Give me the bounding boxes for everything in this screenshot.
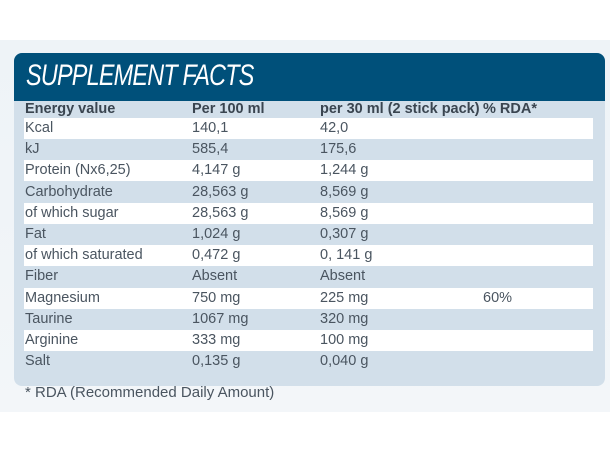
header-row: Energy value Per 100 ml per 30 ml (2 sti… <box>24 99 593 120</box>
table-cell: 320 mg <box>320 310 369 327</box>
table-title: SUPPLEMENT FACTS <box>14 53 605 101</box>
table-cell: 0,135 g <box>192 353 241 370</box>
table-cell: Fat <box>25 226 46 242</box>
table-row: Taurine 1067 mg 320 mg <box>24 309 593 330</box>
table-cell: 0,472 g <box>192 247 241 264</box>
table-row: Fat 1,024 g 0,307 g <box>24 224 593 245</box>
table-cell: Salt <box>25 353 50 370</box>
table-cell: 0,307 g <box>320 226 369 242</box>
table-row: Carbohydrate 28,563 g 8,569 g <box>24 182 593 203</box>
table-cell: 1067 mg <box>192 310 249 327</box>
table-cell: 225 mg <box>320 289 369 306</box>
table-cell: Protein (Nx6,25) <box>25 162 131 179</box>
table-cell: 333 mg <box>192 332 241 348</box>
table-cell: 175,6 <box>320 141 357 158</box>
table-cell: 0,040 g <box>320 353 369 370</box>
header-cell: Per 100 ml <box>192 101 265 117</box>
table-row: kJ 585,4 175,6 <box>24 139 593 160</box>
table-row: Fiber Absent Absent <box>24 266 593 287</box>
table-row: Magnesium 750 mg 225 mg 60% <box>24 287 593 309</box>
table-cell: Fiber <box>25 268 59 285</box>
table-cell: 60% <box>483 289 513 306</box>
supplement-facts-table: SUPPLEMENT FACTS Energy value Per 100 ml… <box>14 53 605 386</box>
table-cell: 100 mg <box>320 332 369 348</box>
header-cell: % RDA* <box>483 101 537 117</box>
table-cell: 4,147 g <box>192 162 241 179</box>
table-row: of which sugar 28,563 g 8,569 g <box>24 202 593 224</box>
table-cell: 28,563 g <box>192 204 249 221</box>
header-cell: Energy value <box>25 101 116 117</box>
table-cell: 8,569 g <box>320 204 369 221</box>
table-cell: 1,244 g <box>320 162 369 179</box>
title-text: SUPPLEMENT FACTS <box>26 59 254 92</box>
table-cell: Arginine <box>25 332 79 348</box>
table-cell: Carbohydrate <box>25 183 113 200</box>
table-row: of which saturated 0,472 g 0, 141 g <box>24 245 593 267</box>
table-cell: Absent <box>192 268 238 285</box>
header-cell: per 30 ml (2 stick pack) <box>320 101 480 117</box>
table-cell: Taurine <box>25 310 73 327</box>
table-cell: 140,1 <box>192 120 229 136</box>
table-cell: Magnesium <box>25 289 100 306</box>
table-cell: 8,569 g <box>320 183 369 200</box>
table-row: Arginine 333 mg 100 mg <box>24 330 593 351</box>
table-row: Salt 0,135 g 0,040 g <box>24 351 593 372</box>
table-cell: 750 mg <box>192 289 241 306</box>
table-cell: kJ <box>25 141 40 158</box>
table-row: Kcal 140,1 42,0 <box>24 118 593 139</box>
table-cell: 42,0 <box>320 120 349 136</box>
table-row: Protein (Nx6,25) 4,147 g 1,244 g <box>24 160 593 182</box>
table-cell: Absent <box>320 268 366 285</box>
table-cell: of which sugar <box>25 204 119 221</box>
table-cell: Kcal <box>25 120 54 136</box>
table-cell: 585,4 <box>192 141 229 158</box>
table-cell: of which saturated <box>25 247 143 264</box>
table-cell: 1,024 g <box>192 226 241 242</box>
footnote: * RDA (Recommended Daily Amount) <box>25 384 275 401</box>
table-cell: 28,563 g <box>192 183 249 200</box>
table-cell: 0, 141 g <box>320 247 373 264</box>
